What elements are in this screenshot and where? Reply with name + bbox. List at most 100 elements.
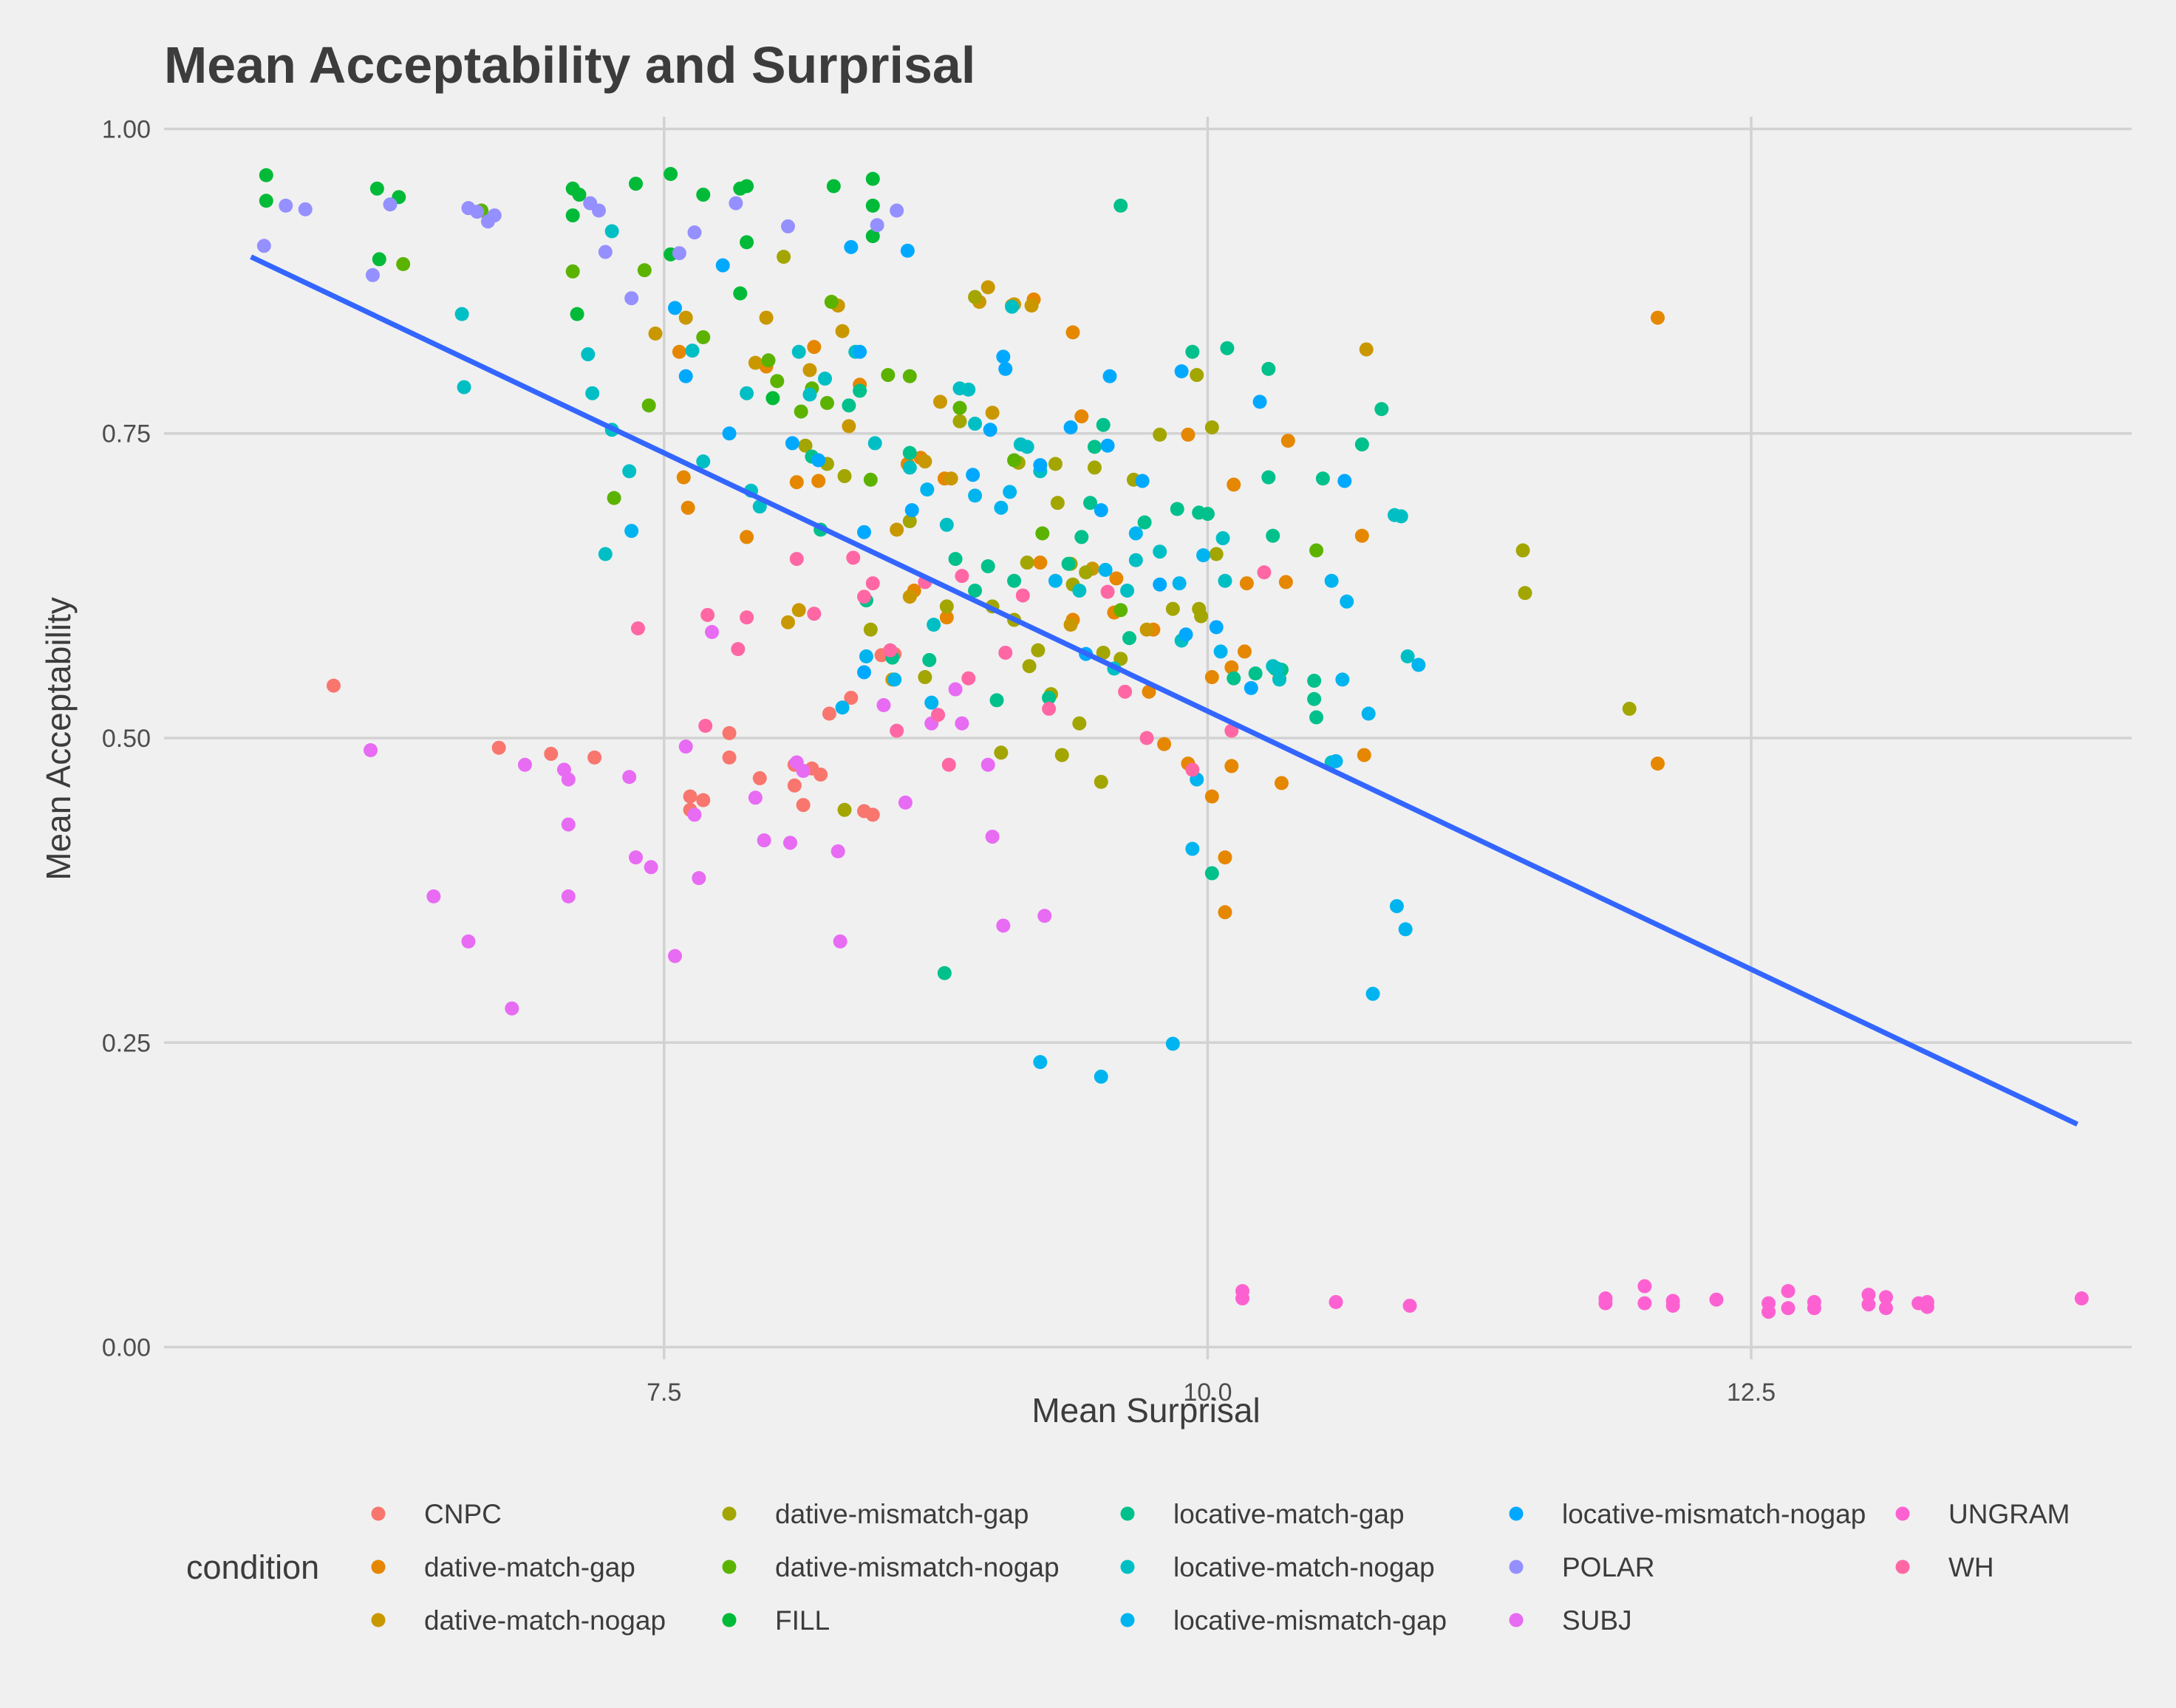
data-point [796,798,811,813]
data-point [722,426,737,441]
data-point [902,460,917,475]
data-point [470,205,485,219]
legend-item: dative-mismatch-nogap [722,1552,1060,1582]
data-point [1035,526,1050,541]
data-point [1094,774,1108,789]
trend-line-group [250,254,2078,1127]
data-point [565,208,580,223]
data-point [796,764,811,779]
data-point [722,750,737,765]
data-point [740,530,754,544]
data-point [833,934,847,949]
data-point [870,218,884,233]
data-point [664,167,678,182]
data-point [1224,660,1239,674]
data-point [622,770,637,785]
data-point [961,671,976,686]
data-point [1005,299,1020,314]
data-point [898,795,913,810]
data-point [924,695,939,710]
data-point [692,871,706,886]
data-point [837,468,852,483]
data-point [1122,631,1136,646]
legend-item: locative-match-nogap [1120,1552,1435,1582]
data-point [980,280,995,295]
data-point [1179,627,1193,642]
data-point [641,398,656,413]
data-point [996,918,1011,933]
data-point [1515,543,1530,558]
data-point [887,672,902,687]
data-point [279,198,293,213]
data-point [733,286,748,301]
data-point [729,196,743,211]
data-point [1622,701,1637,716]
data-point [1239,576,1254,591]
data-point [983,423,997,437]
data-point [904,503,919,518]
data-point [1063,420,1078,434]
data-point [1209,547,1224,561]
data-point [787,778,802,793]
data-point [629,177,644,191]
data-point [1109,571,1124,586]
data-point [856,804,871,819]
data-point [1307,673,1322,688]
data-point [998,361,1013,376]
data-point [814,767,828,782]
data-point [1324,573,1339,588]
data-point [1209,620,1224,635]
data-point [687,225,702,240]
data-point [752,499,767,514]
data-point [678,739,693,754]
data-point [1113,198,1128,213]
data-point [985,406,1000,420]
data-point [853,383,867,398]
legend-label: locative-mismatch-nogap [1562,1499,1866,1529]
data-point [561,772,576,787]
legend-swatch [722,1613,737,1627]
data-point [505,1001,519,1016]
data-point [844,239,859,254]
data-point [592,203,607,218]
data-point [856,590,871,604]
data-point [998,646,1013,660]
series-locative-mismatch-nogap [667,239,1352,695]
data-point [369,181,384,196]
data-point [1003,485,1017,499]
data-point [1651,310,1665,325]
data-point [1518,586,1532,601]
legend-swatch [1120,1506,1135,1521]
series-locative-mismatch-gap [624,482,1426,1084]
legend-item: dative-match-nogap [371,1605,666,1636]
series-wh [630,550,1272,777]
data-point [781,219,796,233]
data-point [1309,543,1324,558]
legend-label: dative-mismatch-nogap [775,1552,1060,1582]
data-point [1061,556,1076,571]
data-point [918,670,932,685]
legend-item: dative-match-gap [371,1552,635,1582]
data-point [624,524,639,539]
data-point [1042,691,1057,706]
data-point [1272,672,1287,687]
data-point [883,643,898,657]
data-point [696,329,711,344]
data-point [1033,556,1048,570]
data-point [2074,1291,2089,1306]
x-tick-label: 7.5 [647,1379,681,1407]
data-point [700,607,715,622]
data-point [587,750,602,765]
data-point [1204,789,1219,804]
data-point [1220,341,1235,355]
data-point [598,245,613,259]
data-point [1237,644,1252,659]
data-point [1139,622,1154,637]
y-tick-label: 0.00 [102,1334,151,1362]
data-point [667,301,682,315]
data-point [1185,344,1200,359]
data-point [818,372,833,386]
data-point [939,599,954,614]
data-point [1637,1296,1652,1311]
data-point [1359,342,1374,357]
